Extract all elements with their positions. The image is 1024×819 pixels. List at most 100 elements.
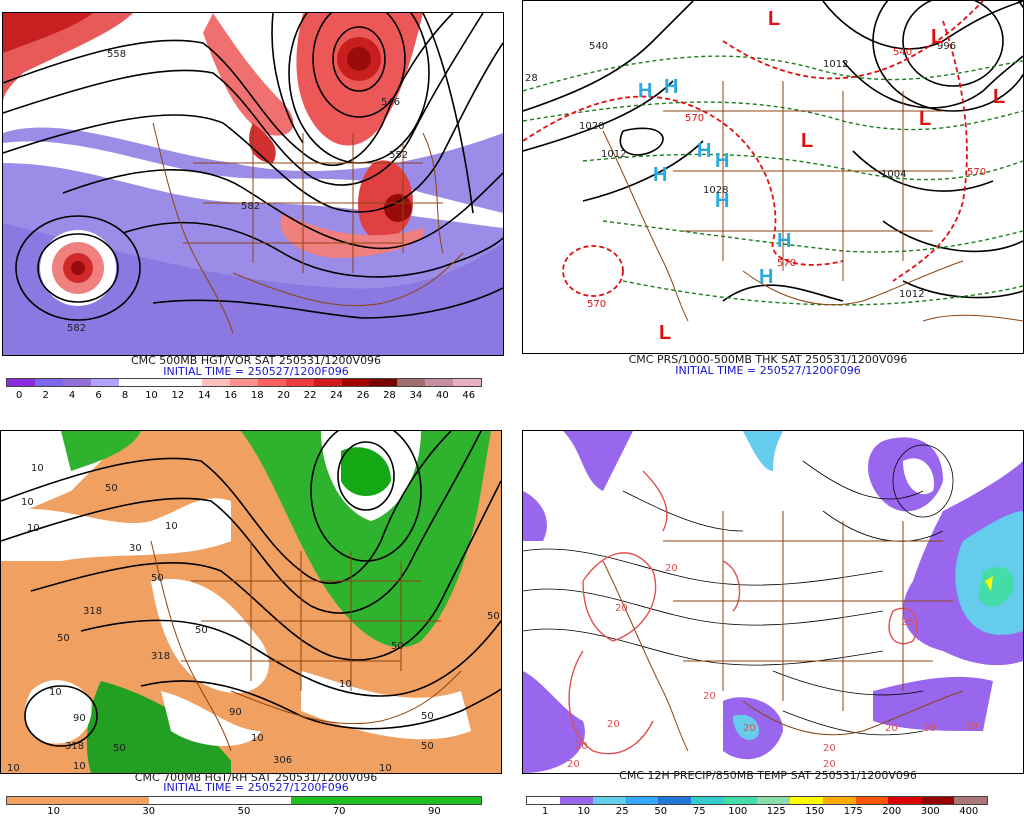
isobar-labels: 540 1020 1012 1012 1004 1028 1012 570 54… [525,41,986,310]
map-pressure: 540 1020 1012 1012 1004 1028 1012 570 54… [522,0,1024,354]
colorbar-tick-label: 30 [142,806,156,817]
colorbar-swatch [921,797,955,804]
low-centers: L L L L L L [659,8,1005,344]
colorbar-swatch [369,379,398,386]
colorbar-swatch [386,797,434,804]
high-center: H [664,76,678,98]
colorbar-swatch [62,379,91,386]
temp-label: 20 [885,723,898,734]
colorbar-swatch [257,379,286,386]
contour-label: 90 [73,713,86,724]
colorbar-ticks: 0 2 4 6 8 10 12 14 16 18 20 22 24 26 28 34 40 46 [6,390,482,402]
panel-title: CMC 500MB HGT/VOR SAT 250531/1200V096 [130,354,382,367]
initial-time: INITIAL TIME = 250527/1200F096 [675,364,861,377]
panel-pressure-thickness: 540 1020 1012 1012 1004 1028 1012 570 54… [512,0,1024,409]
contour-label: 30 [129,543,142,554]
colorbar-tick-label: 0 [16,390,23,401]
thickness-label: 570 [587,299,606,310]
contour-label: 10 [251,733,264,744]
contour-label: 552 [389,150,408,161]
high-center: H [715,190,729,212]
colorbar-ticks: 10 30 50 70 90 [6,806,482,818]
isobar-label: 28 [525,73,538,84]
colorbar-tick-label: 75 [692,806,706,817]
temp-label: 20 [567,759,580,770]
temp-label: 20 [743,723,756,734]
colorbar-tick-label: 8 [121,390,129,401]
colorbar-tick-label: 10 [577,806,591,817]
high-center: H [638,80,652,102]
colorbar-swatch [174,379,203,386]
isobar-label: 1012 [823,59,848,70]
colorbar-swatch [146,379,175,386]
colorbar-swatch [433,797,482,804]
contour-label: 50 [195,625,208,636]
colorbar-swatch [341,379,370,386]
colorbar-tick-label: 175 [843,806,863,817]
contour-label: 50 [421,741,434,752]
colorbar-tick-label: 90 [428,806,441,817]
colorbar [526,796,988,805]
thickness-red [523,1,984,297]
contour-label: 306 [273,755,292,766]
isobar-label: 1004 [881,169,906,180]
contour-label: 10 [31,463,44,474]
colorbar-swatch [625,797,659,804]
panel-700mb-hgt-rh: 10 318 50 10 90 10 50 10 30 50 318 50 10… [0,410,512,819]
colorbar-tick-label: 6 [95,390,102,401]
contour-label: 558 [107,49,126,60]
contour-label: 546 [381,97,400,108]
panel-precip-850mb-temp: 20 20 20 20 20 25 20 20 20 20 20 20 20 C… [512,410,1024,819]
contour-label: 10 [73,761,86,772]
panel-title: CMC PRS/1000-500MB THK SAT 250531/1200V0… [628,353,908,366]
contour-label: 10 [49,687,62,698]
colorbar-tick-label: 2 [42,390,49,401]
isobar-label: 996 [937,41,956,52]
colorbar-swatch [397,379,426,386]
temp-label: 20 [665,563,678,574]
coastlines [152,122,464,334]
temp-label: 20 [923,723,936,734]
colorbar-swatch [691,797,725,804]
colorbar-tick-label: 10 [145,390,158,401]
vorticity-shading: 558 546 552 582 582 [3,13,503,355]
temp-label: 20 [615,603,628,614]
colorbar-swatch [888,797,922,804]
colorbar-swatch [313,379,342,386]
high-center: H [777,230,791,252]
colorbar-swatch [658,797,692,804]
map-precip: 20 20 20 20 20 25 20 20 20 20 20 20 20 [522,430,1024,774]
coastlines [602,81,1023,322]
temp-label: 20 [965,721,978,732]
colorbar-tick-label: 300 [920,806,940,817]
colorbar-tick-label: 50 [654,806,668,817]
contour-label: 318 [151,651,170,662]
temp-label: 25 [901,617,914,628]
panel-500mb-hgt-vor: 558 546 552 582 582 CMC 500MB HGT/VOR SA… [0,0,512,409]
contour-label: 10 [379,763,392,773]
colorbar-swatch [101,797,150,804]
colorbar-swatch [34,379,63,386]
colorbar-tick-label: 24 [330,390,343,401]
high-center: H [653,164,667,186]
colorbar-swatch [822,797,856,804]
colorbar-swatch [291,797,339,804]
isotherms-red [568,470,918,755]
colorbar-swatch [592,797,626,804]
panel-title: CMC 12H PRECIP/850MB TEMP SAT 250531/120… [619,769,917,782]
contour-label: 50 [151,573,164,584]
colorbar-swatch [855,797,889,804]
high-centers: H H H H H H H H [638,76,791,288]
colorbar-tick-label: 4 [68,390,76,401]
contour-label: 582 [241,201,260,212]
colorbar-swatch [90,379,119,386]
contour-label: 318 [65,741,84,752]
colorbar [6,796,482,805]
contour-labels: 10 318 50 10 90 10 50 10 30 50 318 50 10… [7,463,500,773]
panel-title: CMC 700MB HGT/RH SAT 250531/1200V096 [134,771,378,784]
contour-label: 10 [165,521,178,532]
contour-label: 50 [57,633,70,644]
colorbar-tick-label: 25 [615,806,629,817]
pressure-field: 540 1020 1012 1012 1004 1028 1012 570 54… [523,1,1023,344]
colorbar-swatch [338,797,387,804]
